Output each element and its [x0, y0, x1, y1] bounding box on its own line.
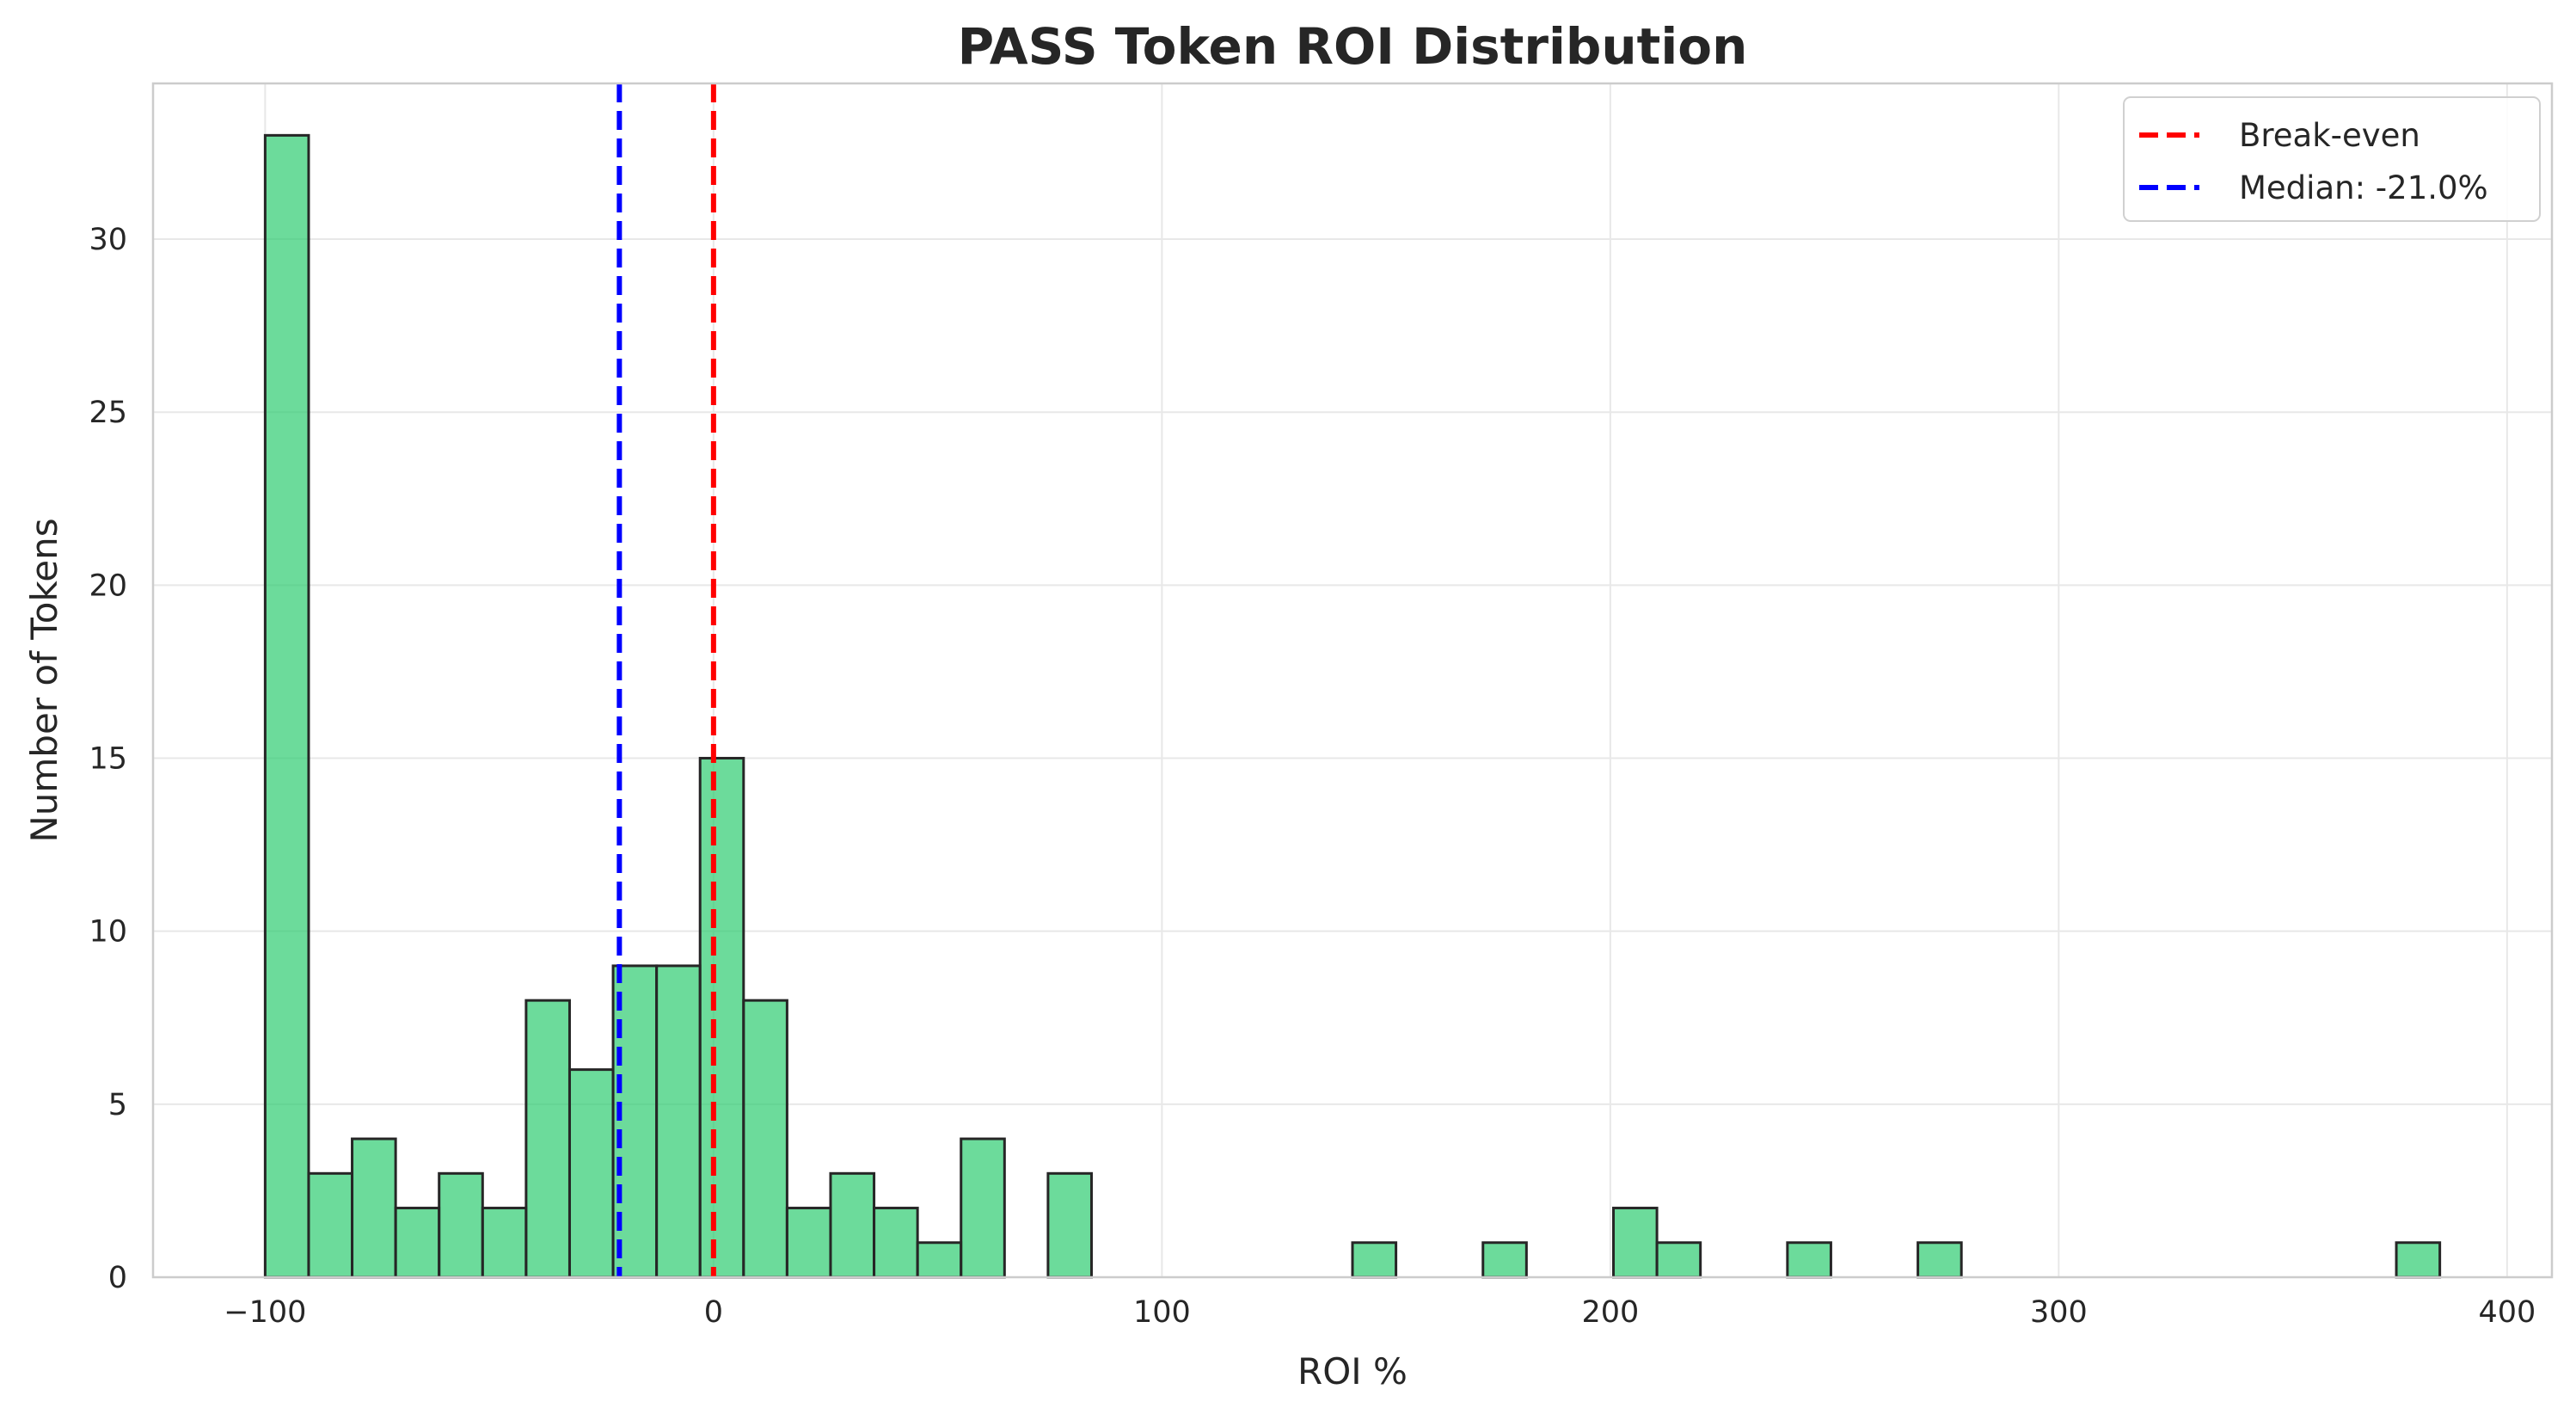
histogram-bars — [263, 133, 2442, 1279]
histogram-bar — [916, 1241, 963, 1279]
y-tick-label: 15 — [89, 742, 127, 777]
histogram-bar — [263, 133, 310, 1279]
histogram-bar — [394, 1207, 441, 1279]
histogram-bar — [307, 1171, 354, 1279]
histogram-bar — [1786, 1241, 1832, 1279]
x-tick-label: 200 — [1581, 1295, 1639, 1330]
histogram-bar — [1655, 1241, 1702, 1279]
histogram-bar — [960, 1137, 1006, 1279]
y-tick-label: 20 — [89, 569, 127, 603]
x-axis-ticks: −100 0 100 200 300 400 — [224, 1295, 2536, 1330]
legend-breakeven-label: Break-even — [2239, 117, 2420, 154]
histogram-bar — [1046, 1171, 1093, 1279]
histogram-bar — [2395, 1241, 2442, 1279]
histogram-bar — [1481, 1241, 1528, 1279]
y-tick-label: 0 — [108, 1261, 127, 1295]
x-axis-label: ROI % — [1297, 1350, 1408, 1392]
histogram-bar — [698, 757, 745, 1279]
reference-lines — [616, 83, 716, 1277]
legend: Break-even Median: -21.0% — [2123, 96, 2541, 222]
histogram-bar — [785, 1207, 832, 1279]
chart-title: PASS Token ROI Distribution — [958, 17, 1748, 76]
y-tick-label: 30 — [89, 223, 127, 257]
plot-frame — [151, 82, 2554, 1279]
x-tick-label: 400 — [2478, 1295, 2536, 1330]
y-tick-label: 10 — [89, 915, 127, 950]
histogram-bar — [742, 999, 788, 1279]
histogram-bar — [351, 1137, 397, 1279]
legend-median-label: Median: -21.0% — [2239, 169, 2488, 206]
histogram-bar — [655, 964, 702, 1279]
histogram-bar — [1917, 1241, 1963, 1279]
histogram-bar — [829, 1171, 876, 1279]
histogram-bar — [524, 999, 571, 1279]
x-tick-label: 300 — [2030, 1295, 2088, 1330]
y-tick-label: 25 — [89, 396, 127, 430]
histogram-bar — [481, 1207, 528, 1279]
histogram-bar — [1612, 1207, 1659, 1279]
histogram-bar — [873, 1207, 919, 1279]
histogram-bar — [438, 1171, 484, 1279]
y-axis-label: Number of Tokens — [23, 518, 65, 842]
y-axis-ticks: 0 5 10 15 20 25 30 — [89, 223, 127, 1295]
histogram-bar — [567, 1068, 615, 1279]
x-tick-label: 0 — [704, 1295, 723, 1330]
histogram-bar — [1351, 1241, 1398, 1279]
x-tick-label: 100 — [1133, 1295, 1191, 1330]
x-tick-label: −100 — [224, 1295, 306, 1330]
legend-box — [2123, 96, 2541, 222]
y-tick-label: 5 — [108, 1088, 127, 1122]
